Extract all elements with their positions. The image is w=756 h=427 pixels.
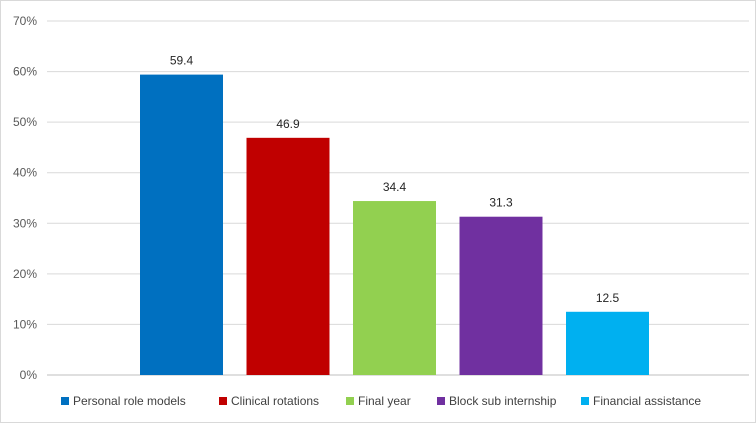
- legend-swatch: [581, 397, 589, 405]
- bars: [140, 74, 649, 375]
- data-labels: 59.4 46.9 34.4 31.3 12.5: [170, 54, 620, 305]
- y-tick-label: 60%: [13, 65, 37, 79]
- y-tick-label: 40%: [13, 166, 37, 180]
- y-axis-tick-labels: 0% 10% 20% 30% 40% 50% 60% 70%: [13, 14, 37, 382]
- bar: [246, 137, 330, 375]
- legend: Personal role models Clinical rotations Fi…: [61, 394, 701, 408]
- data-label: 34.4: [383, 180, 407, 194]
- legend-label: Final year: [358, 394, 411, 408]
- y-tick-label: 0%: [20, 368, 38, 382]
- y-tick-label: 50%: [13, 115, 37, 129]
- legend-label: Personal role models: [73, 394, 186, 408]
- data-label: 46.9: [276, 117, 300, 131]
- legend-label: Financial assistance: [593, 394, 701, 408]
- data-label: 31.3: [489, 196, 513, 210]
- bar: [459, 216, 543, 375]
- legend-swatch: [346, 397, 354, 405]
- bar: [353, 201, 436, 375]
- legend-label: Clinical rotations: [231, 394, 319, 408]
- y-tick-label: 70%: [13, 14, 37, 28]
- legend-label: Block sub internship: [449, 394, 557, 408]
- bar: [140, 74, 223, 375]
- bar: [566, 311, 649, 375]
- legend-swatch: [61, 397, 69, 405]
- y-tick-label: 10%: [13, 317, 37, 331]
- data-label: 59.4: [170, 54, 194, 68]
- y-tick-label: 30%: [13, 216, 37, 230]
- legend-swatch: [219, 397, 227, 405]
- y-tick-label: 20%: [13, 267, 37, 281]
- data-label: 12.5: [596, 291, 620, 305]
- legend-swatch: [437, 397, 445, 405]
